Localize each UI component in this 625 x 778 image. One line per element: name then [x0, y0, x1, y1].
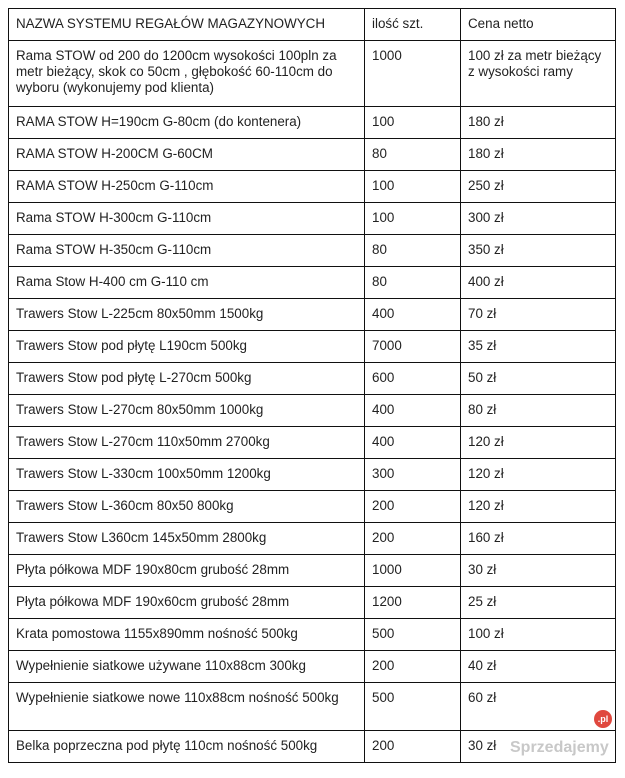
- cell-quantity: 1000: [364, 40, 461, 107]
- table-header-row: NAZWA SYSTEMU REGAŁÓW MAGAZYNOWYCH ilość…: [8, 8, 616, 41]
- cell-quantity: 400: [364, 426, 461, 459]
- cell-quantity: 200: [364, 522, 461, 555]
- cell-quantity: 100: [364, 106, 461, 139]
- cell-quantity: 80: [364, 138, 461, 171]
- cell-price: 180 zł: [460, 138, 616, 171]
- cell-quantity: 100: [364, 202, 461, 235]
- cell-quantity: 300: [364, 458, 461, 491]
- cell-name: Rama STOW od 200 do 1200cm wysokości 100…: [8, 40, 365, 107]
- header-quantity: ilość szt.: [364, 8, 461, 41]
- cell-quantity: 1000: [364, 554, 461, 587]
- table-row: Trawers Stow L-330cm 100x50mm 1200kg 300 1…: [8, 458, 616, 491]
- cell-price: 100 zł za metr bieżący z wysokości ramy: [460, 40, 616, 107]
- table-row: Trawers Stow L-225cm 80x50mm 1500kg 400 70…: [8, 298, 616, 331]
- cell-name: RAMA STOW H=190cm G-80cm (do kontenera): [8, 106, 365, 139]
- cell-quantity: 80: [364, 234, 461, 267]
- cell-quantity: 1200: [364, 586, 461, 619]
- cell-quantity: 80: [364, 266, 461, 299]
- table-row: Trawers Stow pod płytę L190cm 500kg 7000 3…: [8, 330, 616, 363]
- table-row: Trawers Stow pod płytę L-270cm 500kg 600 5…: [8, 362, 616, 395]
- cell-name: Płyta półkowa MDF 190x60cm grubość 28mm: [8, 586, 365, 619]
- cell-name: Płyta półkowa MDF 190x80cm grubość 28mm: [8, 554, 365, 587]
- cell-name: Trawers Stow L-330cm 100x50mm 1200kg: [8, 458, 365, 491]
- cell-price: 100 zł: [460, 618, 616, 651]
- cell-quantity: 200: [364, 490, 461, 523]
- table-row: RAMA STOW H-250cm G-110cm 100 250 zł: [8, 170, 616, 203]
- cell-quantity: 400: [364, 298, 461, 331]
- cell-price: 50 zł: [460, 362, 616, 395]
- cell-price: 250 zł: [460, 170, 616, 203]
- table-row: Wypełnienie siatkowe używane 110x88cm 30…: [8, 650, 616, 683]
- header-price: Cena netto: [460, 8, 616, 41]
- cell-name: Trawers Stow L-360cm 80x50 800kg: [8, 490, 365, 523]
- cell-price: 30 zł: [460, 554, 616, 587]
- cell-price: 120 zł: [460, 490, 616, 523]
- cell-name: Trawers Stow L-225cm 80x50mm 1500kg: [8, 298, 365, 331]
- cell-name: RAMA STOW H-250cm G-110cm: [8, 170, 365, 203]
- cell-price: 60 zł: [460, 682, 616, 731]
- cell-price: 80 zł: [460, 394, 616, 427]
- table-row: Trawers Stow L-360cm 80x50 800kg 200 120 z…: [8, 490, 616, 523]
- table-row: RAMA STOW H-200CM G-60CM 80 180 zł: [8, 138, 616, 171]
- cell-quantity: 200: [364, 650, 461, 683]
- cell-price: 25 zł: [460, 586, 616, 619]
- cell-name: Trawers Stow L-270cm 80x50mm 1000kg: [8, 394, 365, 427]
- cell-name: Trawers Stow L-270cm 110x50mm 2700kg: [8, 426, 365, 459]
- table-row: Płyta półkowa MDF 190x80cm grubość 28mm 1…: [8, 554, 616, 587]
- table-row: Rama STOW H-350cm G-110cm 80 350 zł: [8, 234, 616, 267]
- cell-quantity: 200: [364, 730, 461, 763]
- cell-quantity: 7000: [364, 330, 461, 363]
- cell-name: Wypełnienie siatkowe używane 110x88cm 30…: [8, 650, 365, 683]
- cell-price: 35 zł: [460, 330, 616, 363]
- cell-quantity: 500: [364, 618, 461, 651]
- cell-name: Trawers Stow L360cm 145x50mm 2800kg: [8, 522, 365, 555]
- table-row: Rama STOW H-300cm G-110cm 100 300 zł: [8, 202, 616, 235]
- table-row: Rama STOW od 200 do 1200cm wysokości 100…: [8, 40, 616, 107]
- cell-quantity: 600: [364, 362, 461, 395]
- table-row: Rama Stow H-400 cm G-110 cm 80 400 zł: [8, 266, 616, 299]
- cell-price: 350 zł: [460, 234, 616, 267]
- cell-price: 30 zł: [460, 730, 616, 763]
- price-table: NAZWA SYSTEMU REGAŁÓW MAGAZYNOWYCH ilość…: [8, 8, 616, 763]
- table-row: Wypełnienie siatkowe nowe 110x88cm nośno…: [8, 682, 616, 731]
- cell-quantity: 100: [364, 170, 461, 203]
- cell-price: 40 zł: [460, 650, 616, 683]
- table-row: RAMA STOW H=190cm G-80cm (do kontenera) 1…: [8, 106, 616, 139]
- cell-price: 180 zł: [460, 106, 616, 139]
- table-row: Płyta półkowa MDF 190x60cm grubość 28mm 1…: [8, 586, 616, 619]
- cell-quantity: 400: [364, 394, 461, 427]
- table-row: Krata pomostowa 1155x890mm nośność 500kg…: [8, 618, 616, 651]
- cell-name: Belka poprzeczna pod płytę 110cm nośność…: [8, 730, 365, 763]
- cell-price: 400 zł: [460, 266, 616, 299]
- header-name: NAZWA SYSTEMU REGAŁÓW MAGAZYNOWYCH: [8, 8, 365, 41]
- table-row: Trawers Stow L360cm 145x50mm 2800kg 200 16…: [8, 522, 616, 555]
- table-row: Trawers Stow L-270cm 110x50mm 2700kg 400 1…: [8, 426, 616, 459]
- cell-price: 70 zł: [460, 298, 616, 331]
- cell-name: Rama STOW H-350cm G-110cm: [8, 234, 365, 267]
- cell-name: RAMA STOW H-200CM G-60CM: [8, 138, 365, 171]
- watermark-logo: Sprzedajemy: [510, 739, 609, 756]
- cell-name: Trawers Stow pod płytę L190cm 500kg: [8, 330, 365, 363]
- cell-price: 300 zł: [460, 202, 616, 235]
- cell-price: 160 zł: [460, 522, 616, 555]
- cell-quantity: 500: [364, 682, 461, 731]
- cell-price: 120 zł: [460, 458, 616, 491]
- cell-name: Rama STOW H-300cm G-110cm: [8, 202, 365, 235]
- table-row: Belka poprzeczna pod płytę 110cm nośność…: [8, 730, 616, 763]
- cell-name: Wypełnienie siatkowe nowe 110x88cm nośno…: [8, 682, 365, 731]
- cell-name: Krata pomostowa 1155x890mm nośność 500kg: [8, 618, 365, 651]
- cell-name: Trawers Stow pod płytę L-270cm 500kg: [8, 362, 365, 395]
- cell-name: Rama Stow H-400 cm G-110 cm: [8, 266, 365, 299]
- table-row: Trawers Stow L-270cm 80x50mm 1000kg 400 80…: [8, 394, 616, 427]
- cell-price: 120 zł: [460, 426, 616, 459]
- watermark-badge: .pl: [594, 710, 612, 728]
